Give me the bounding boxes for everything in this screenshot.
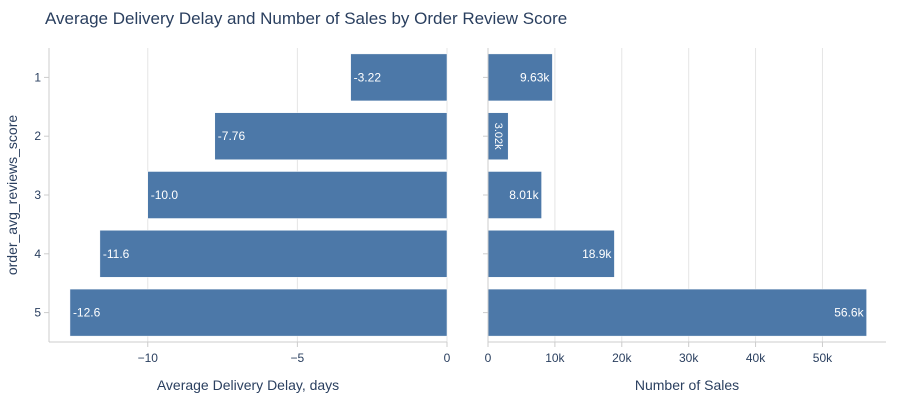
bar bbox=[487, 171, 542, 219]
data-label: -11.6 bbox=[103, 247, 130, 261]
y-tick-label: 4 bbox=[34, 247, 41, 261]
data-label: 3.02k bbox=[492, 123, 504, 150]
data-label: -10.0 bbox=[151, 188, 179, 202]
bar bbox=[487, 53, 553, 102]
x-axis-title: Number of Sales bbox=[635, 377, 739, 393]
x-tick-label: −10 bbox=[138, 351, 159, 365]
data-label: 56.6k bbox=[834, 306, 864, 320]
bar bbox=[99, 230, 448, 278]
data-label: 9.63k bbox=[520, 70, 550, 84]
y-tick-label: 1 bbox=[34, 70, 41, 84]
x-tick-label: 20k bbox=[612, 351, 632, 365]
x-tick-label: 10k bbox=[545, 351, 565, 365]
data-label: -7.76 bbox=[218, 129, 246, 143]
bar bbox=[147, 171, 448, 219]
bar bbox=[69, 288, 448, 337]
data-label: -3.22 bbox=[354, 70, 382, 84]
bar bbox=[350, 53, 448, 102]
y-tick-label: 5 bbox=[34, 306, 41, 320]
x-tick-label: 50k bbox=[813, 351, 833, 365]
bar bbox=[487, 230, 615, 278]
x-tick-label: 0 bbox=[485, 351, 492, 365]
y-tick-label: 3 bbox=[34, 188, 41, 202]
x-tick-label: −5 bbox=[291, 351, 305, 365]
data-label: 8.01k bbox=[509, 188, 539, 202]
y-tick-label: 2 bbox=[34, 129, 41, 143]
chart-title: Average Delivery Delay and Number of Sal… bbox=[45, 9, 568, 28]
bar bbox=[487, 288, 867, 337]
x-tick-label: 30k bbox=[679, 351, 699, 365]
x-tick-label: 40k bbox=[746, 351, 766, 365]
bar bbox=[214, 112, 448, 160]
data-label: 18.9k bbox=[582, 247, 612, 261]
y-axis-title: order_avg_reviews_score bbox=[4, 115, 20, 276]
data-label: -12.6 bbox=[73, 306, 101, 320]
x-tick-label: 0 bbox=[444, 351, 451, 365]
x-axis-title: Average Delivery Delay, days bbox=[157, 377, 339, 393]
